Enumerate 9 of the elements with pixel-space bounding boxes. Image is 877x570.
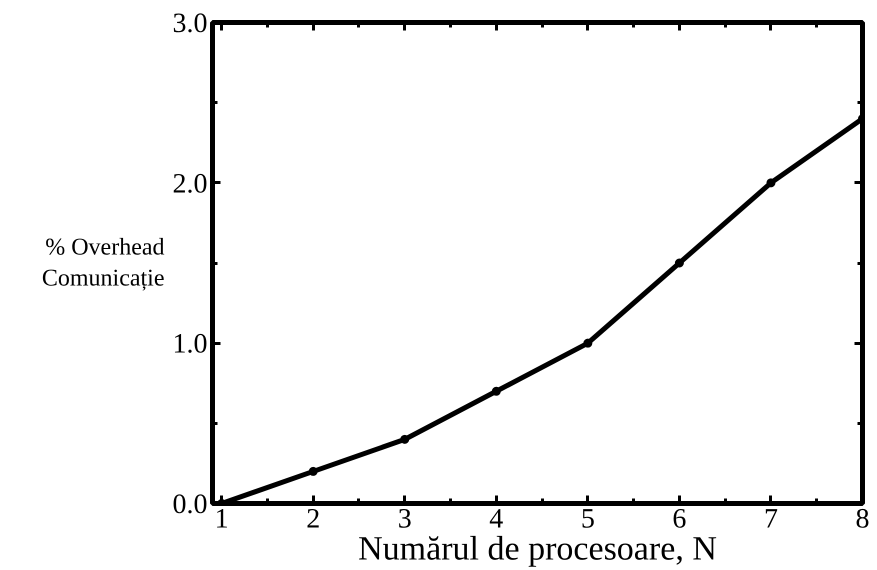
x-tick-label: 2	[306, 504, 320, 534]
y-tick-label: 0.0	[172, 489, 208, 520]
x-tick-label: 7	[764, 504, 778, 534]
y-tick-label: 3.0	[172, 8, 208, 39]
y-tick-label: 1.0	[172, 328, 208, 360]
y-axis-title: % Overhead Comunicație	[42, 234, 165, 292]
y-tick-label: 2.0	[172, 168, 208, 200]
x-tick-label: 1	[214, 504, 229, 534]
x-tick-label: 8	[856, 504, 870, 534]
